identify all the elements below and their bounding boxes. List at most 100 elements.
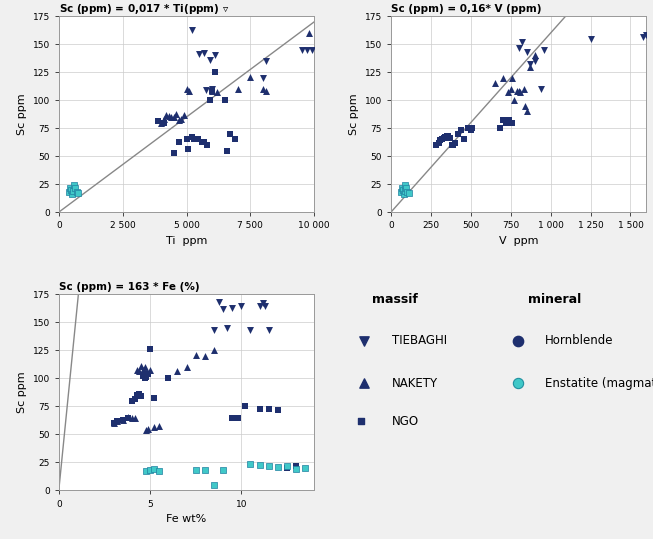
Point — [260, 301, 270, 310]
Text: NGO: NGO — [392, 415, 419, 428]
Point — [179, 110, 189, 119]
Point — [443, 132, 454, 140]
Point — [65, 183, 75, 192]
Point — [447, 141, 457, 149]
Point — [434, 139, 444, 147]
Point — [171, 109, 182, 118]
Point — [530, 57, 540, 65]
Point — [530, 51, 540, 60]
Text: Sc (ppm) = 0,16* V (ppm): Sc (ppm) = 0,16* V (ppm) — [391, 4, 541, 14]
Point — [441, 132, 452, 140]
Point — [402, 188, 412, 196]
Point — [512, 87, 522, 95]
Point — [430, 141, 441, 149]
Point — [189, 135, 199, 144]
Point — [145, 365, 155, 374]
Point — [230, 135, 240, 144]
Y-axis label: Sc ppm: Sc ppm — [349, 93, 359, 135]
Point — [70, 183, 80, 192]
Point — [136, 362, 146, 370]
Point — [291, 465, 301, 474]
Point — [166, 113, 176, 121]
Point — [254, 301, 264, 310]
Text: mineral: mineral — [528, 293, 581, 306]
Point — [176, 115, 187, 123]
Text: NAKETY: NAKETY — [392, 377, 438, 390]
Text: massif: massif — [372, 293, 418, 306]
Point — [585, 34, 596, 43]
Point — [438, 134, 449, 142]
Y-axis label: Sc ppm: Sc ppm — [17, 372, 27, 413]
Point — [221, 324, 232, 333]
Point — [210, 51, 220, 60]
Point — [130, 413, 140, 422]
Point — [139, 363, 150, 371]
Point — [398, 190, 409, 198]
Point — [191, 466, 201, 475]
Point — [153, 117, 164, 126]
Point — [467, 124, 477, 133]
Point — [254, 460, 264, 469]
Point — [154, 467, 165, 476]
Point — [183, 145, 193, 154]
Point — [209, 346, 219, 355]
Point — [453, 129, 463, 138]
Point — [513, 87, 524, 95]
Point — [502, 88, 513, 96]
Point — [158, 118, 168, 127]
Point — [450, 139, 460, 147]
Point — [69, 181, 80, 190]
Point — [112, 417, 122, 425]
Point — [143, 370, 153, 378]
Point — [168, 149, 179, 157]
Point — [302, 45, 312, 54]
Point — [504, 116, 515, 125]
Point — [436, 136, 446, 145]
Point — [193, 135, 203, 144]
Point — [404, 189, 414, 197]
Point — [156, 118, 167, 127]
Point — [399, 186, 409, 195]
Point — [222, 146, 232, 155]
Text: Sc (ppm) = 0,017 * Ti(ppm) $\mathbf{\triangledown}$: Sc (ppm) = 0,017 * Ti(ppm) $\mathbf{\tri… — [59, 2, 229, 16]
Point — [134, 367, 144, 375]
Point — [227, 413, 238, 422]
Point — [66, 185, 76, 194]
Point — [245, 459, 255, 468]
X-axis label: Ti  ppm: Ti ppm — [166, 236, 207, 246]
Point — [261, 57, 271, 65]
Point — [182, 85, 192, 93]
Point — [168, 113, 179, 121]
Point — [522, 47, 532, 56]
Point — [200, 86, 211, 94]
Point — [281, 461, 292, 470]
Point — [258, 85, 268, 93]
Point — [123, 413, 133, 422]
Point — [141, 426, 151, 434]
X-axis label: V  ppm: V ppm — [499, 236, 539, 246]
Point — [400, 181, 411, 190]
Point — [204, 56, 215, 64]
Point — [118, 416, 128, 424]
Point — [306, 45, 317, 54]
Point — [494, 124, 505, 133]
Point — [272, 462, 283, 471]
Point — [148, 465, 159, 474]
Point — [254, 404, 264, 413]
Point — [227, 303, 238, 312]
Text: TIEBAGHI: TIEBAGHI — [392, 334, 447, 347]
Point — [186, 133, 197, 141]
Point — [68, 186, 78, 195]
Point — [466, 126, 476, 135]
Text: Sc (ppm) = 163 * Fe (%): Sc (ppm) = 163 * Fe (%) — [59, 282, 199, 292]
Point — [130, 395, 140, 403]
Point — [197, 137, 207, 146]
Point — [258, 73, 268, 82]
Point — [174, 137, 184, 146]
Point — [118, 416, 128, 424]
Point — [141, 467, 151, 476]
Point — [132, 391, 142, 399]
Text: Hornblende: Hornblende — [545, 334, 614, 347]
Point — [139, 374, 150, 383]
Point — [524, 60, 535, 68]
